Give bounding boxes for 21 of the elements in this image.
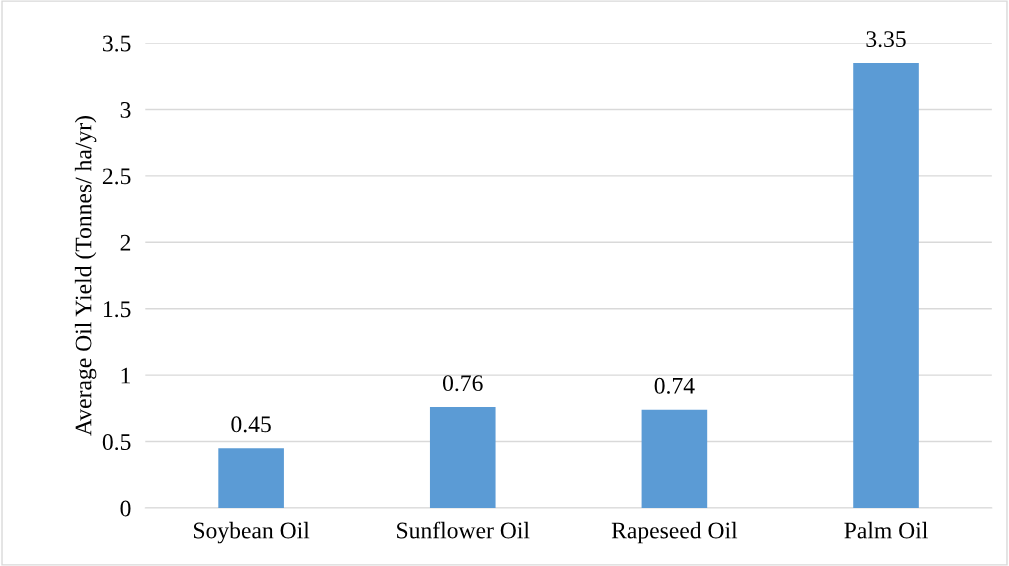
data-label: 0.45 [231,416,271,433]
y-tick-label: 1 [121,367,130,384]
y-tick-label: 3 [120,102,131,118]
x-tick-label: Sunflower Oil [397,521,530,539]
bar [429,407,496,508]
y-tick-label: 3.5 [103,35,131,52]
data-label: 0.76 [442,375,483,392]
x-tick-label: Palm Oil [844,521,928,539]
y-axis-title: Average Oil Yield (Tonnes/ ha/yr) [74,116,97,436]
x-tick-label: Soybean Oil [194,521,310,544]
y-tick-label: 0 [120,500,131,517]
y-tick-label: 2.5 [102,168,131,185]
data-label: 3.35 [866,31,906,48]
bar [641,409,708,508]
y-tick-label: 0.5 [102,434,131,451]
bar [218,448,284,508]
y-tick-label: 2 [120,234,131,251]
y-tick-label: 1.5 [103,301,131,318]
x-tick-label: Rapeseed Oil [611,521,738,544]
bar [853,62,919,508]
data-label: 0.74 [654,377,695,394]
